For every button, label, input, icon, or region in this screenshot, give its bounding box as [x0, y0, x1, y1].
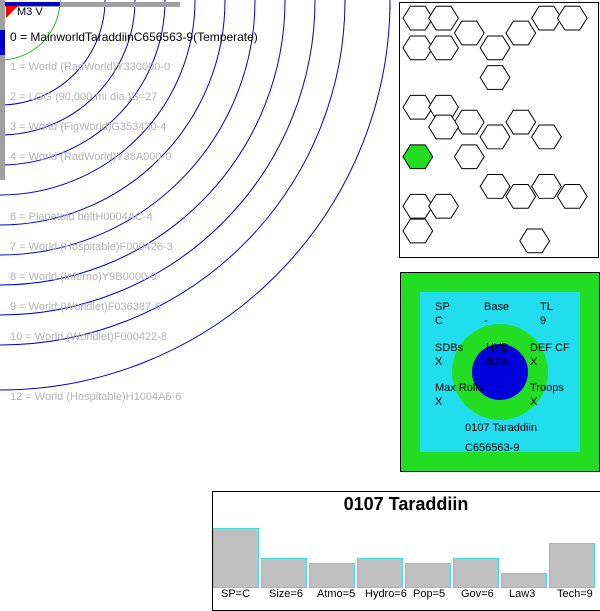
planet-disc	[452, 324, 548, 420]
hex-cell[interactable]	[531, 124, 562, 150]
uwp-chart-title: 0107 Taraddiin	[343, 494, 469, 514]
hex-cell[interactable]	[453, 20, 485, 46]
orbit-label[interactable]: 6 = Planetoid beltH0004AC-4	[10, 211, 153, 223]
hex-cell[interactable]	[505, 183, 537, 209]
orbit-ring	[0, 0, 286, 286]
orbit-label[interactable]: 7 = World (Hospitable)F000426-3	[10, 241, 173, 253]
orbit-ring	[0, 0, 391, 391]
hex-cell[interactable]	[428, 35, 459, 61]
hex-cell[interactable]	[479, 124, 511, 150]
orbit-rings	[0, 0, 391, 391]
hex-cell[interactable]	[479, 35, 511, 61]
hex-cell[interactable]	[479, 174, 511, 199]
uwp-bar-label: Pop=5	[413, 588, 446, 600]
hex-cell[interactable]	[519, 228, 551, 254]
hex-cell[interactable]	[453, 109, 485, 135]
sdb-value: X	[435, 356, 443, 368]
uwp-bar-label: Size=6	[269, 588, 303, 600]
tl-value: 9	[540, 315, 547, 327]
hex-cell[interactable]	[505, 109, 537, 135]
orbit-label[interactable]: 10 = World (Worldlet)F000422-8	[10, 331, 168, 343]
hex-cell[interactable]	[428, 114, 459, 140]
orbit-label[interactable]: 3 = World (FigWorld)G353430-4	[10, 121, 167, 133]
hex-cell[interactable]	[556, 183, 588, 209]
troops-value: X	[530, 396, 538, 408]
orbit-ring	[0, 0, 61, 61]
hex-grid	[402, 5, 588, 254]
hex-cell[interactable]	[453, 144, 485, 170]
hex-cell[interactable]	[428, 193, 459, 219]
sdb-label: SDBs	[435, 342, 464, 354]
orbit-ring	[0, 0, 196, 196]
hex-cell[interactable]	[556, 5, 588, 31]
uwp-bar-label: Tech=9	[557, 588, 593, 600]
uwp-bar	[261, 558, 307, 588]
uwp-bar-label: Hydro=6	[365, 588, 407, 600]
hex-cell[interactable]	[531, 174, 562, 199]
orbit-ring	[0, 0, 106, 106]
defense-ocean: SP C Base - TL 9 SDBs X HYD 60% DEF CF X…	[420, 292, 580, 454]
star-icon	[6, 6, 18, 18]
uwp-chart-panel: 0107 Taraddiin SP=C Size=6 Atmo=5 Hydro=6 Po…	[212, 491, 600, 611]
hex-map[interactable]	[399, 2, 599, 258]
uwp-bar	[501, 573, 547, 588]
hex-cell-selected[interactable]	[402, 144, 434, 170]
world-name: 0107 Taraddiin	[465, 422, 537, 434]
orbit-ring	[0, 0, 316, 316]
hyd-label: HYD	[486, 342, 510, 354]
uwp-bar-label: Gov=6	[461, 588, 494, 600]
side-scrollbar[interactable]	[0, 0, 5, 180]
uwp-bar-label: SP=C	[221, 588, 251, 600]
orbit-label[interactable]: 2 = LGG (90,000 mi dia.)S=27	[10, 91, 158, 103]
sp-value: C	[435, 315, 443, 327]
base-value: -	[484, 315, 488, 327]
uwp-bar-label: Atmo=5	[317, 588, 356, 600]
def-label: DEF CF	[530, 342, 570, 354]
world-uwp: C656563-9	[465, 442, 520, 454]
uwp-bar	[213, 528, 259, 588]
uwp-bar	[309, 563, 355, 588]
orbit-ring	[0, 0, 346, 346]
orbit-label[interactable]: 9 = World (Worldlet)F036387-6	[10, 301, 161, 313]
orbit-label[interactable]: 0 = MainworldTaraddiinC656563-9(Temperat…	[10, 30, 258, 44]
maxrolls-label: Max Rolls	[435, 382, 484, 394]
uwp-bar	[357, 558, 403, 588]
top-bar-accent	[0, 2, 60, 6]
maxrolls-value: X	[435, 396, 443, 408]
orbit-label[interactable]: 8 = World (Inferno)Y9B0000-0	[10, 271, 157, 283]
hex-cell[interactable]	[428, 5, 459, 31]
hex-cell[interactable]	[402, 218, 434, 244]
def-value: X	[530, 356, 538, 368]
troops-label: Troops	[530, 382, 564, 394]
orbit-label[interactable]: 1 = World (RadWorld)Y330000-0	[10, 61, 171, 73]
base-label: Base	[484, 301, 510, 313]
uwp-bar	[405, 563, 451, 588]
defense-panel: SP C Base - TL 9 SDBs X HYD 60% DEF CF X…	[400, 272, 600, 472]
top-scrollbar[interactable]	[0, 2, 180, 7]
orbit-ring	[0, 0, 256, 256]
orbit-map[interactable]	[0, 0, 400, 400]
orbit-ring	[0, 0, 136, 136]
orbit-ring	[0, 0, 226, 226]
hex-cell[interactable]	[479, 65, 511, 90]
orbit-label[interactable]: 4 = World (RadWorld)Y38A000-0	[10, 151, 172, 163]
orbit-ring	[0, 0, 166, 166]
hex-cell[interactable]	[505, 20, 537, 46]
uwp-bar-label: Law3	[509, 588, 536, 600]
uwp-bar	[453, 558, 499, 588]
uwp-bar	[549, 543, 595, 588]
sp-label: SP	[435, 301, 450, 313]
tl-label: TL	[540, 301, 553, 313]
hyd-value: 60%	[486, 356, 509, 368]
star-label: M3 V	[17, 6, 43, 18]
side-bar-accent	[0, 30, 5, 55]
orbit-label[interactable]: 12 = World (Hospitable)H1004A6-6	[10, 391, 182, 403]
